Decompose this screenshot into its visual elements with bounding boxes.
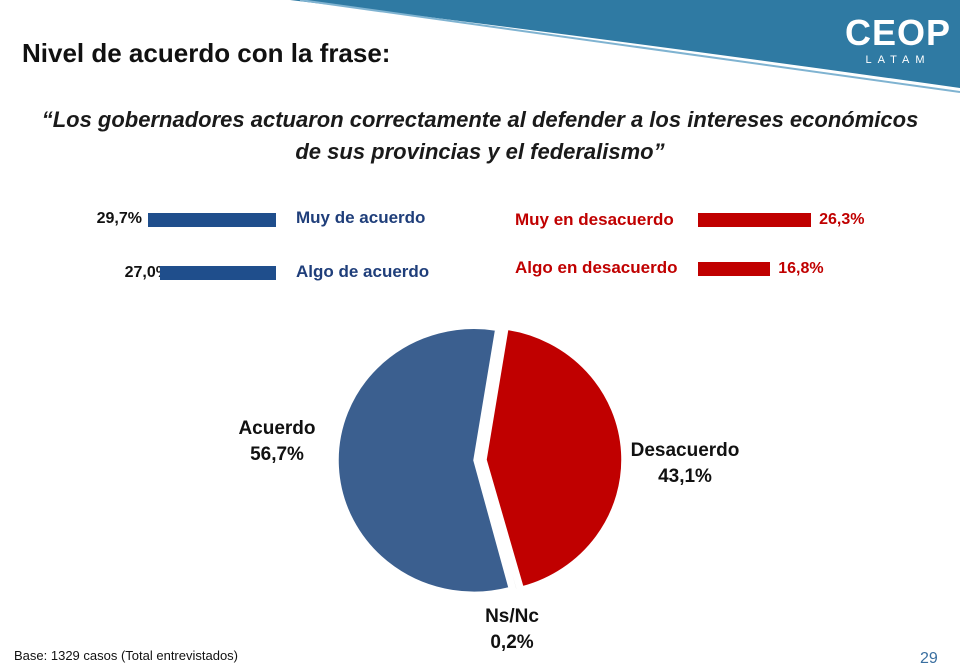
pie-chart — [337, 327, 623, 594]
muy-en-desacuerdo-label: Muy en desacuerdo — [515, 210, 674, 229]
quote-line-2: de sus provincias y el federalismo” — [295, 139, 665, 164]
muy-en-desacuerdo-bar — [698, 213, 812, 227]
pie-label-nsnc-value: 0,2% — [490, 632, 534, 653]
muy-de-acuerdo-value: 29,7% — [96, 210, 142, 227]
algo-en-desacuerdo-label: Algo en desacuerdo — [515, 258, 678, 277]
header-wave — [290, 0, 960, 88]
logo-sub-text: LATAM — [865, 54, 931, 66]
algo-en-desacuerdo-bar — [698, 262, 771, 276]
page-title: Nivel de acuerdo con la frase: — [22, 38, 391, 68]
pie-slice-desacuerdo — [485, 328, 623, 588]
muy-en-desacuerdo-value: 26,3% — [819, 211, 865, 228]
pie-slice-nsnc — [479, 461, 519, 591]
pie-label-nsnc: Ns/Nc 0,2% — [462, 604, 562, 656]
footnote: Base: 1329 casos (Total entrevistados) — [14, 648, 239, 663]
pie-label-nsnc-name: Ns/Nc — [485, 606, 539, 627]
pie-label-desacuerdo: Desacuerdo 43,1% — [620, 438, 750, 490]
pie-label-desacuerdo-value: 43,1% — [658, 466, 712, 487]
quote-line-1: “Los gobernadores actuaron correctamente… — [41, 107, 919, 132]
header-band — [290, 0, 960, 93]
muy-de-acuerdo-bar — [148, 213, 276, 227]
pie-label-desacuerdo-name: Desacuerdo — [630, 440, 740, 461]
header-wave-line — [299, 0, 960, 93]
pie-label-acuerdo-name: Acuerdo — [238, 418, 316, 439]
quote-block: “Los gobernadores actuaron correctamente… — [30, 104, 930, 168]
pie-label-acuerdo: Acuerdo 56,7% — [222, 416, 332, 468]
muy-de-acuerdo-label: Muy de acuerdo — [296, 208, 426, 227]
algo-de-acuerdo-value: 27,0% — [124, 264, 170, 281]
algo-en-desacuerdo-value: 16,8% — [778, 260, 824, 277]
pie-slice-acuerdo — [337, 327, 511, 594]
page-number: 29 — [920, 650, 938, 667]
algo-de-acuerdo-label: Algo de acuerdo — [296, 262, 430, 281]
ceop-logo: CEOP LATAM — [842, 12, 954, 68]
pie-label-acuerdo-value: 56,7% — [250, 444, 304, 465]
logo-main-text: CEOP — [844, 12, 952, 53]
algo-de-acuerdo-bar — [159, 266, 276, 280]
